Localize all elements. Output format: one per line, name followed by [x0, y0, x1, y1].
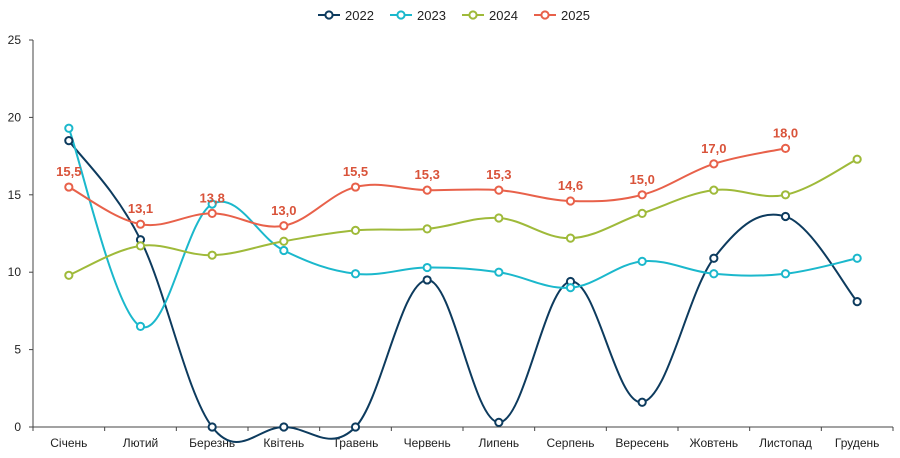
x-tick-label: Лютий — [123, 436, 159, 450]
data-point-2024 — [494, 213, 504, 223]
series-line-2022 — [68, 140, 858, 443]
y-tick-label: 20 — [8, 110, 22, 124]
data-point-2023 — [709, 269, 719, 279]
data-point-2024 — [64, 270, 74, 280]
data-point-2022 — [64, 136, 74, 146]
data-point-2024 — [637, 208, 647, 218]
legend-label: 2024 — [489, 8, 518, 23]
x-tick-label: Травень — [333, 436, 379, 450]
data-point-2024 — [350, 225, 361, 236]
legend: 2022 2023 2024 2025 — [318, 8, 590, 23]
x-tick-label: Жовтень — [690, 436, 739, 450]
data-point-2023 — [565, 283, 576, 293]
data-point-2023 — [494, 267, 504, 277]
data-label-2025: 13,8 — [200, 190, 225, 205]
data-point-2025 — [207, 208, 217, 218]
data-label-2025: 15,5 — [343, 164, 368, 179]
data-label-2025: 15,5 — [56, 164, 81, 179]
legend-swatch-marker — [396, 10, 406, 20]
data-point-2024 — [135, 241, 146, 251]
series-lines — [67, 127, 858, 443]
axes: 0 5 10 15 20 25 Січень Лютий Березнь Квітень Траве… — [8, 33, 894, 450]
data-point-2022 — [494, 417, 504, 427]
x-tick-label: Липень — [479, 436, 520, 450]
legend-swatch-marker — [540, 10, 550, 20]
x-tick-label: Серпень — [546, 436, 594, 450]
x-tick-label: Березнь — [189, 436, 235, 450]
data-label-2025: 13,0 — [271, 203, 296, 218]
data-label-2025: 15,0 — [630, 172, 655, 187]
data-point-2025 — [135, 219, 146, 229]
data-point-2023 — [350, 269, 361, 279]
data-point-2025 — [64, 182, 74, 192]
data-point-2023 — [135, 321, 146, 331]
data-point-2022 — [422, 275, 432, 285]
data-point-2025 — [494, 185, 504, 195]
legend-swatch-marker — [468, 10, 478, 20]
legend-label: 2025 — [561, 8, 590, 23]
data-point-2023 — [207, 199, 217, 209]
data-label-2025: 18,0 — [773, 125, 798, 140]
data-point-2024 — [279, 236, 289, 246]
y-tick-label: 10 — [8, 265, 22, 279]
y-tick-label: 0 — [14, 420, 21, 434]
data-point-2025 — [422, 185, 432, 195]
data-point-2022 — [780, 211, 791, 222]
data-point-2025 — [279, 221, 289, 231]
data-point-2023 — [279, 245, 289, 256]
data-point-2022 — [852, 297, 862, 307]
data-point-2024 — [852, 154, 862, 164]
legend-label: 2022 — [345, 8, 374, 23]
data-point-2023 — [64, 123, 74, 133]
x-tick-label: Квітень — [263, 436, 304, 450]
data-point-2024 — [422, 224, 432, 234]
series-line-2024 — [68, 158, 858, 277]
x-tick-label: Вересень — [615, 436, 669, 450]
data-point-2022 — [709, 253, 719, 263]
x-tick-label: Грудень — [835, 436, 880, 450]
legend-swatch-marker — [324, 10, 334, 20]
data-point-2025 — [637, 190, 647, 200]
x-tick-label: Червень — [404, 436, 451, 450]
data-label-2025: 14,6 — [558, 178, 583, 193]
data-point-2024 — [565, 233, 576, 243]
data-point-2023 — [852, 253, 862, 263]
series-points — [64, 123, 862, 432]
data-point-2025 — [565, 196, 576, 206]
data-point-2023 — [637, 256, 647, 266]
data-label-2025: 13,1 — [128, 201, 153, 216]
data-point-2022 — [350, 422, 361, 432]
x-tick-label: Січень — [50, 436, 87, 450]
data-label-2025: 15,3 — [415, 167, 440, 182]
data-label-2025: 15,3 — [486, 167, 511, 182]
y-tick-label: 15 — [8, 188, 22, 202]
data-point-2023 — [780, 269, 791, 279]
y-tick-label: 25 — [8, 33, 22, 47]
data-point-2024 — [207, 250, 217, 260]
data-point-2022 — [637, 397, 647, 407]
data-labels: 15,5 13,1 13,8 13,0 15,5 15,3 15,3 14,6 15,0 17,0… — [56, 125, 798, 217]
data-point-2024 — [709, 185, 719, 195]
data-point-2022 — [207, 422, 217, 432]
data-point-2025 — [780, 143, 791, 153]
data-point-2022 — [279, 422, 289, 432]
data-point-2023 — [422, 262, 432, 273]
data-label-2025: 17,0 — [701, 141, 726, 156]
data-point-2025 — [709, 159, 719, 169]
legend-label: 2023 — [417, 8, 446, 23]
x-tick-label: Листопад — [759, 436, 812, 450]
y-tick-label: 5 — [14, 343, 21, 357]
data-point-2025 — [350, 182, 361, 192]
data-point-2024 — [780, 190, 791, 200]
